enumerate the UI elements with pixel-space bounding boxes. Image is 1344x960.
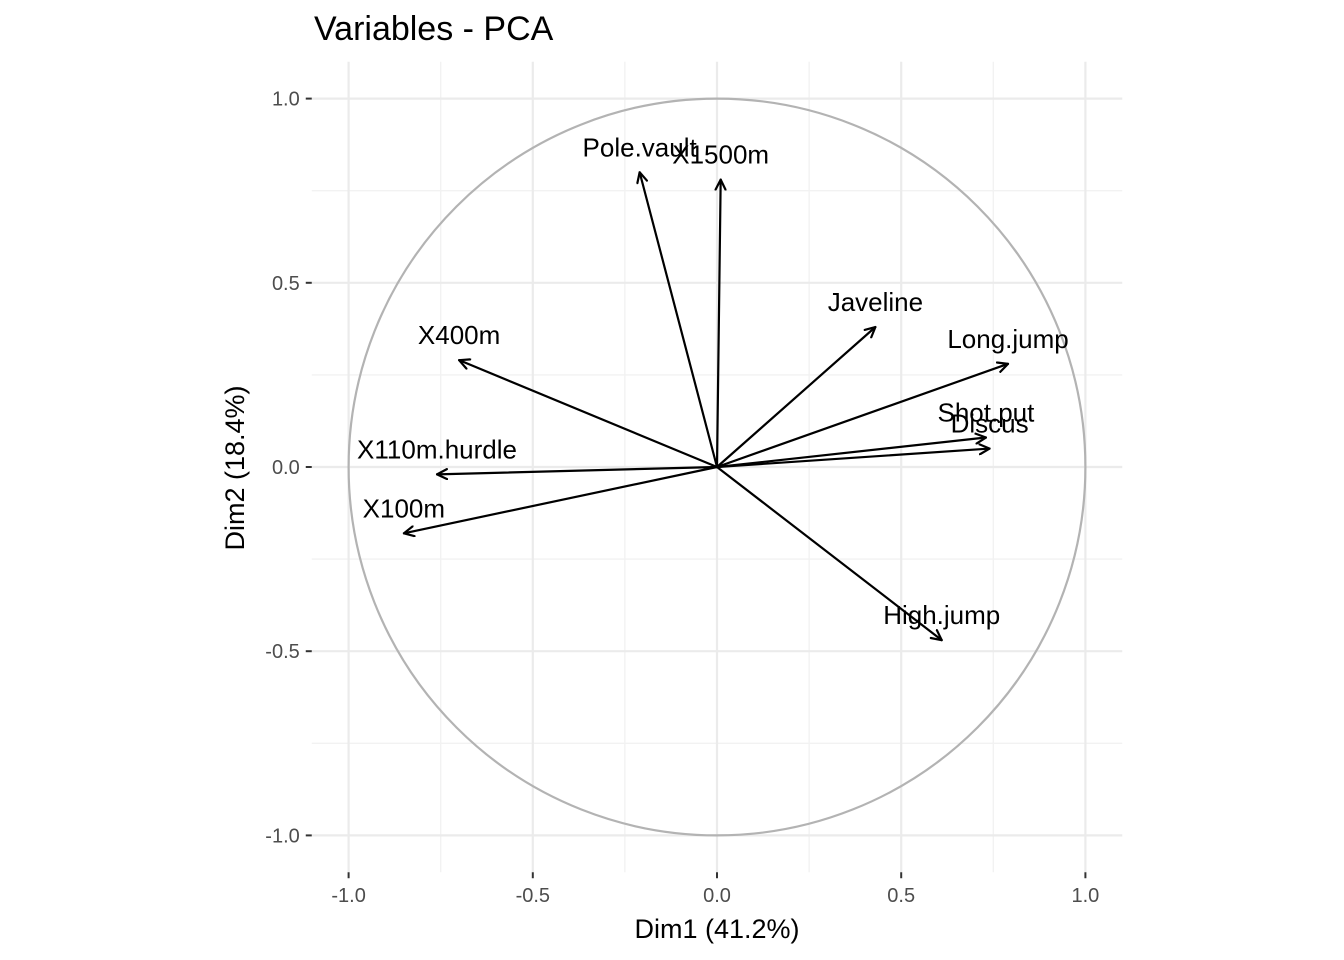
x-axis-title: Dim1 (41.2%) [634, 914, 799, 944]
arrow-x1500m [717, 178, 721, 469]
y-tick-label: 1.0 [272, 89, 300, 111]
label-shot-put: Shot.put [938, 398, 1036, 428]
y-tick-label: 0.0 [272, 457, 300, 479]
label-x1500m: X1500m [672, 140, 769, 170]
chart-title: Variables - PCA [314, 10, 554, 48]
axes: -1.0 -0.5 0.0 0.5 1.0 -1.0 -0.5 0.0 0.5 1.0 [265, 89, 1099, 908]
arrow-long-jump [715, 364, 1010, 469]
label-javeline: Javeline [828, 287, 923, 317]
x-tick-label: 0.0 [703, 885, 731, 907]
label-x110m-hurdle: X110m.hurdle [357, 434, 517, 464]
arrow-shot-put [715, 438, 988, 469]
y-axis-title: Dim2 (18.4%) [220, 385, 250, 550]
label-x100m: X100m [363, 493, 445, 523]
y-tick-label: 0.5 [272, 273, 300, 295]
x-tick-label: -1.0 [331, 885, 365, 907]
variable-labels: X100m Long.jump Shot.put High.jump X400m X110… [357, 132, 1069, 630]
label-x400m: X400m [418, 320, 500, 350]
label-pole-vault: Pole.vault [583, 132, 698, 162]
arrow-x110m-hurdle [435, 465, 719, 474]
label-discus: Discus [951, 409, 1029, 439]
correlation-circle-layer [347, 97, 1087, 837]
arrow-x400m [458, 360, 719, 469]
y-tick-label: -1.0 [265, 825, 299, 847]
label-long-jump: Long.jump [947, 324, 1068, 354]
variable-arrows [402, 171, 1010, 642]
arrow-high-jump [715, 465, 943, 642]
arrow-discus [715, 449, 991, 469]
arrow-javeline [715, 325, 877, 469]
arrow-pole-vault [640, 171, 719, 469]
arrow-x100m [402, 465, 719, 533]
label-high-jump: High.jump [883, 600, 1000, 630]
x-tick-label: 1.0 [1071, 885, 1099, 907]
x-tick-label: 0.5 [887, 885, 915, 907]
x-tick-label: -0.5 [516, 885, 550, 907]
y-tick-label: -0.5 [265, 641, 299, 663]
correlation-circle [347, 97, 1087, 837]
